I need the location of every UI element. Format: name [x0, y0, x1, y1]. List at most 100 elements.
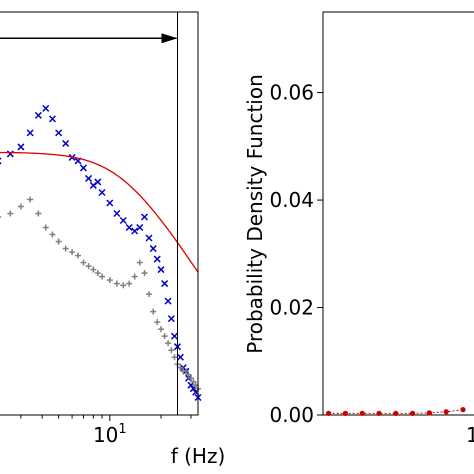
spectrum-point	[146, 291, 153, 298]
spectrum-point	[106, 277, 113, 284]
point-stroke	[6, 150, 14, 158]
point-stroke	[136, 223, 144, 232]
spectrum-point	[17, 203, 24, 210]
spectrum-point	[185, 371, 192, 378]
spectrum-point	[35, 210, 42, 217]
point-stroke	[55, 129, 63, 137]
point-stroke	[167, 315, 175, 323]
y-tick-label: 0.02	[269, 296, 314, 320]
pdf-point	[393, 410, 399, 416]
point-stroke	[125, 223, 133, 232]
point-stroke	[141, 213, 149, 221]
pdf-point	[426, 410, 432, 416]
point-stroke	[170, 332, 179, 340]
spectrum-point	[157, 266, 165, 274]
spectrum-point	[55, 238, 62, 245]
spectrum-point	[190, 378, 197, 385]
pdf-point	[460, 407, 466, 413]
y-tick-label: 0.06	[269, 81, 314, 105]
spectrum-point	[154, 319, 161, 326]
spectrum-frame	[0, 11, 199, 416]
spectrum-point	[106, 199, 114, 207]
pdf-point	[410, 410, 416, 416]
pdf-partial-x-tick: 1	[466, 423, 474, 447]
spectrum-point	[149, 245, 157, 253]
point-stroke	[131, 227, 139, 235]
point-stroke	[113, 209, 121, 218]
spectrum-point	[94, 270, 101, 277]
spectrum-point	[136, 259, 143, 266]
spectrum-point	[167, 315, 175, 323]
pdf-y-ticks: 0.00 0.02 0.04 0.06	[269, 81, 323, 427]
spectrum-point	[42, 104, 50, 112]
spectrum-point	[7, 210, 14, 217]
pdf-point	[443, 409, 449, 415]
spectrum-point	[17, 143, 25, 151]
y-axis-label: Probability Density Function	[243, 74, 267, 354]
spectrum-point	[120, 282, 127, 289]
spectrum-point	[119, 216, 127, 225]
spectrum-point	[85, 263, 92, 270]
spectrum-point	[141, 213, 149, 221]
point-stroke	[153, 255, 161, 263]
pdf-point	[326, 410, 332, 416]
point-stroke	[94, 178, 102, 186]
spectrum-point	[125, 223, 133, 232]
spectrum-point	[26, 129, 34, 137]
pdf-point	[376, 410, 382, 416]
spectrum-point	[126, 280, 133, 287]
spectrum-point	[158, 326, 165, 333]
pdf-point	[342, 410, 348, 416]
x-axis-label: f (Hz)	[171, 444, 226, 468]
spectrum-point	[177, 364, 184, 371]
x-tick-base: 10	[93, 423, 118, 447]
pdf-point	[359, 410, 365, 416]
x-tick-exponent: 1	[118, 422, 126, 437]
point-stroke	[48, 115, 57, 123]
spectrum-point	[0, 157, 2, 165]
spectrum-point	[55, 129, 63, 137]
spectrum-point	[98, 188, 106, 197]
spectrum-point	[164, 297, 172, 305]
spectrum-plot: 101 f (Hz)	[0, 11, 226, 468]
pdf-plot: 0.00 0.02 0.04 0.06 1 Probability Density F…	[243, 11, 474, 447]
spectrum-point	[131, 273, 138, 280]
spectrum-point	[42, 224, 49, 231]
spectrum-point	[176, 353, 184, 361]
point-stroke	[106, 199, 114, 207]
spectrum-point	[165, 340, 172, 347]
y-tick-label: 0.04	[269, 188, 314, 212]
spectrum-point	[48, 115, 57, 123]
spectrum-point	[141, 270, 148, 277]
spectrum-point	[170, 332, 179, 340]
spectrum-point	[85, 174, 93, 182]
y-tick-label: 0.00	[269, 403, 314, 427]
spectrum-point	[75, 252, 82, 259]
spectrum-point	[69, 249, 76, 256]
fit-curve	[0, 151, 199, 273]
point-stroke	[26, 129, 34, 137]
spectrum-point	[153, 255, 161, 263]
spectrum-point	[62, 139, 70, 147]
spectrum-point	[80, 259, 87, 266]
spectrum-point	[99, 273, 106, 280]
point-stroke	[149, 245, 157, 253]
spectrum-point	[27, 196, 34, 203]
point-stroke	[42, 104, 50, 112]
point-stroke	[62, 139, 70, 147]
spectrum-point	[150, 308, 157, 315]
spectrum-data-layer	[0, 104, 202, 402]
point-stroke	[34, 111, 42, 119]
spectrum-point	[187, 375, 194, 382]
spectrum-point	[113, 209, 121, 218]
point-stroke	[161, 280, 169, 288]
point-stroke	[119, 216, 127, 225]
spectrum-point	[0, 216, 1, 218]
spectrum-point	[49, 231, 56, 238]
point-stroke	[145, 234, 153, 242]
spectrum-point	[136, 223, 144, 232]
spectrum-x-ticks	[20, 415, 192, 421]
point-stroke	[17, 143, 25, 151]
pdf-line	[328, 409, 464, 414]
